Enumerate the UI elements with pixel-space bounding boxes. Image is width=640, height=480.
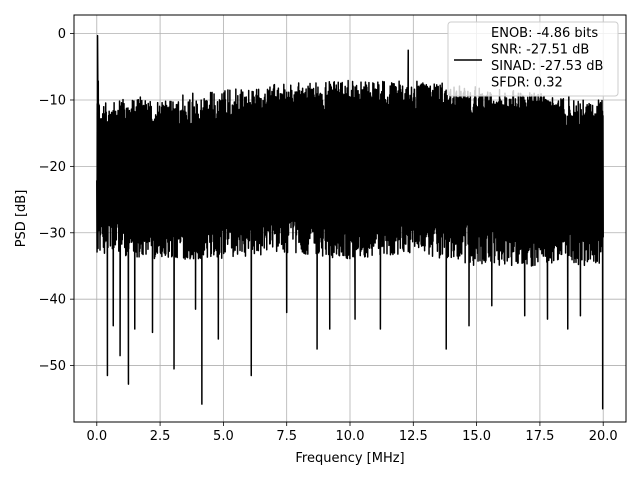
x-tick-label: 2.5 (150, 429, 171, 444)
legend-label-line: SNR: -27.51 dB (491, 43, 589, 58)
y-tick-label: −10 (39, 93, 66, 108)
psd-series-line (96, 34, 604, 410)
y-tick-label: −40 (39, 293, 66, 308)
x-tick-label: 20.0 (589, 429, 618, 444)
legend-label-line: SINAD: -27.53 dB (491, 59, 603, 74)
x-tick-label: 5.0 (213, 429, 234, 444)
legend-label-line: SFDR: 0.32 (491, 76, 563, 91)
x-tick-label: 17.5 (525, 429, 554, 444)
y-tick-label: −30 (39, 226, 66, 241)
x-tick-label: 7.5 (276, 429, 297, 444)
x-tick-label: 12.5 (399, 429, 428, 444)
x-axis-label: Frequency [MHz] (295, 451, 404, 466)
axis-ticks: 0.0 2.5 5.0 7.5 10.0 12.5 15.0 17.5 20.0 0 −10 −20 −… (39, 27, 618, 444)
y-tick-label: 0 (58, 27, 66, 42)
legend-box (447, 21, 619, 97)
y-tick-label: −50 (39, 359, 66, 374)
x-tick-label: 10.0 (336, 429, 365, 444)
x-tick-label: 15.0 (462, 429, 491, 444)
y-tick-label: −20 (39, 160, 66, 175)
series-layer (96, 34, 604, 410)
legend-label-line: ENOB: -4.86 bits (491, 26, 598, 41)
y-axis-label: PSD [dB] (14, 190, 29, 248)
x-tick-label: 0.0 (86, 429, 107, 444)
